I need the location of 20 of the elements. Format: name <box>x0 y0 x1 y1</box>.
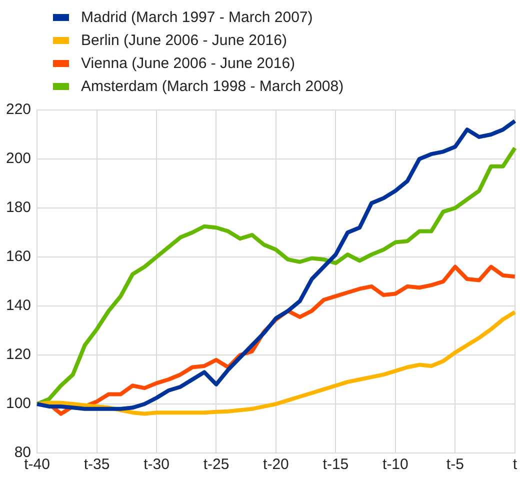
y-tick-label: 140 <box>6 297 32 314</box>
legend-label: Vienna (June 2006 - June 2016) <box>81 55 296 72</box>
y-tick-label: 180 <box>6 199 32 216</box>
legend-label: Madrid (March 1997 - March 2007) <box>81 9 313 26</box>
y-tick-label: 120 <box>6 346 32 364</box>
x-tick-label: t-15 <box>322 456 349 474</box>
x-tick-label: t-35 <box>84 456 110 474</box>
y-tick-label: 220 <box>6 101 32 118</box>
x-tick-label: t-40 <box>24 456 50 474</box>
y-tick-label: 160 <box>6 248 32 266</box>
x-tick-label: t-5 <box>446 456 464 474</box>
y-tick-label: 100 <box>6 395 32 412</box>
y-tick-label: 200 <box>6 150 32 168</box>
x-tick-label: t <box>512 456 518 474</box>
legend-label: Berlin (June 2006 - June 2016) <box>81 32 287 49</box>
x-tick-label: t-30 <box>144 456 170 474</box>
x-tick-label: t-10 <box>382 456 408 474</box>
x-tick-label: t-20 <box>263 456 289 474</box>
legend-label: Amsterdam (March 1998 - March 2008) <box>81 78 344 95</box>
x-tick-label: t-25 <box>203 456 230 474</box>
